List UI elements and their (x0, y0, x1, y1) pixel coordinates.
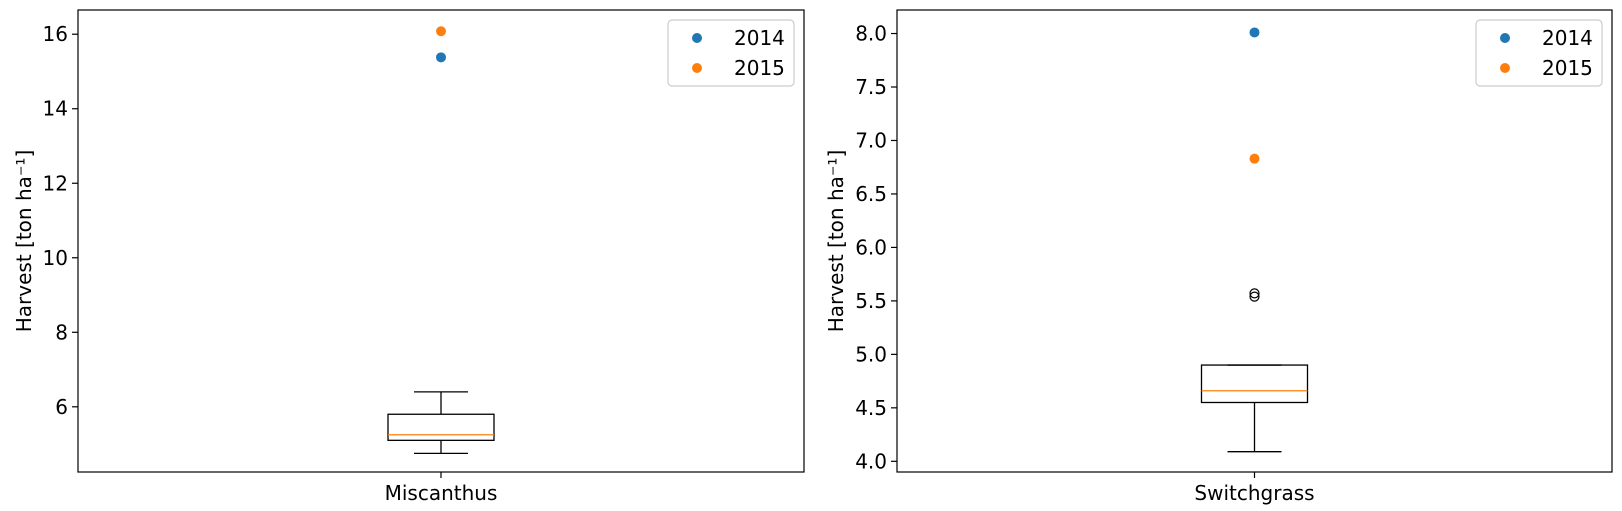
y-tick-label: 6.0 (855, 235, 887, 259)
legend-marker-2015 (692, 63, 702, 73)
legend-label-2014: 2014 (1542, 26, 1593, 50)
legend-marker-2014 (692, 33, 702, 43)
iqr-box (387, 413, 495, 441)
legend: 2014 2015 (667, 19, 795, 87)
legend-label-2014: 2014 (734, 26, 785, 50)
y-tick-label: 7.5 (855, 75, 887, 99)
y-tick-label: 7.0 (855, 128, 887, 152)
legend-label-2015: 2015 (734, 56, 785, 80)
y-axis-label: Harvest [ton ha⁻¹] (824, 150, 848, 333)
y-tick-label: 16 (43, 22, 68, 46)
y-tick-label: 6 (55, 395, 68, 419)
y-axis-label: Harvest [ton ha⁻¹] (12, 150, 36, 333)
y-tick-label: 8 (55, 320, 68, 344)
scatter-point-2015 (1249, 153, 1260, 164)
x-tick-label: Switchgrass (1194, 481, 1314, 505)
x-tick-label: Miscanthus (385, 481, 498, 505)
y-tick-label: 14 (43, 97, 68, 121)
legend: 2014 2015 (1475, 19, 1603, 87)
y-tick-label: 8.0 (855, 22, 887, 46)
scatter-point-2014 (1249, 27, 1260, 38)
chart-panel-miscanthus: 6 8 10 12 14 16 Miscanthus Harvest [ton ha⁻¹] 20… (12, 9, 805, 505)
y-tick-label: 5.5 (855, 289, 887, 313)
chart-panel-switchgrass: 4.0 4.5 5.0 5.5 6.0 6.5 7.0 7.5 8.0 Switchgrass Ha… (824, 9, 1613, 505)
y-tick-label: 12 (43, 171, 68, 195)
y-tick-label: 6.5 (855, 182, 887, 206)
legend-label-2015: 2015 (1542, 56, 1593, 80)
scatter-point-2015 (436, 26, 446, 37)
y-tick-label: 10 (43, 246, 68, 270)
outlier-point (1249, 291, 1260, 302)
legend-marker-2014 (1500, 33, 1510, 43)
outlier-point (1249, 288, 1260, 299)
y-tick-label: 4.0 (855, 449, 887, 473)
scatter-point-2014 (436, 52, 446, 63)
iqr-box (1200, 364, 1309, 404)
legend-marker-2015 (1500, 63, 1510, 73)
y-tick-label: 4.5 (855, 396, 887, 420)
y-tick-label: 5.0 (855, 342, 887, 366)
